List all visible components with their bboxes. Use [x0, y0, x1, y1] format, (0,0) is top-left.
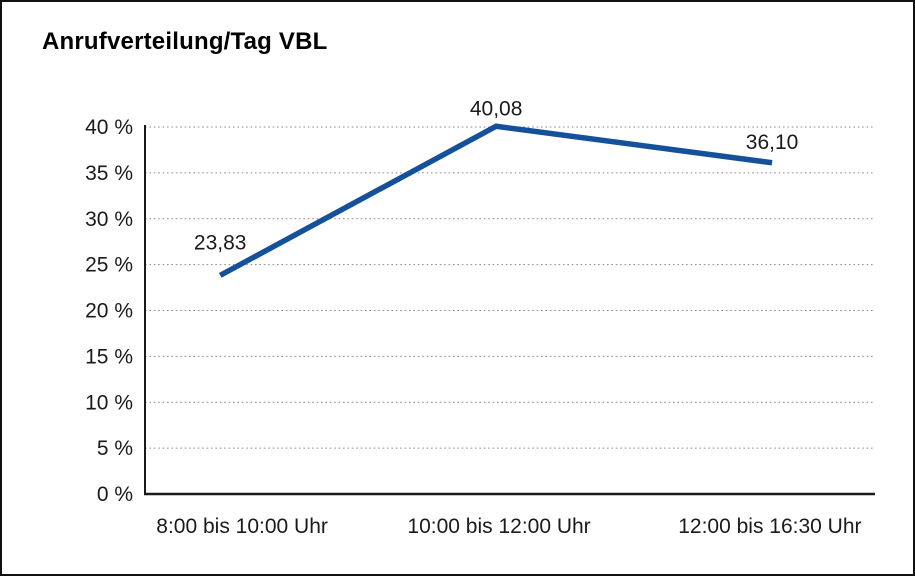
data-line-series [218, 123, 773, 278]
y-axis-tick-label: 15 % [85, 345, 133, 368]
y-axis-tick-label: 10 % [85, 391, 133, 414]
y-axis-tick-label: 0 % [97, 483, 133, 506]
x-axis-category-label: 12:00 bis 16:30 Uhr [678, 515, 861, 538]
y-axis-tick-label: 20 % [85, 300, 133, 323]
x-axis-category-label: 8:00 bis 10:00 Uhr [156, 515, 328, 538]
y-axis-tick-label: 5 % [97, 437, 133, 460]
y-axis-tick-label: 35 % [85, 162, 133, 185]
data-point-label: 40,08 [470, 97, 523, 120]
data-point-label: 23,83 [194, 231, 247, 254]
data-point-label: 36,10 [746, 131, 799, 154]
chart-title: Anrufverteilung/Tag VBL [42, 28, 328, 55]
y-axis-tick-label: 40 % [85, 116, 133, 139]
x-axis-category-label: 10:00 bis 12:00 Uhr [407, 515, 590, 538]
y-axis-tick-label: 30 % [85, 208, 133, 231]
y-axis-tick-label: 25 % [85, 254, 133, 277]
